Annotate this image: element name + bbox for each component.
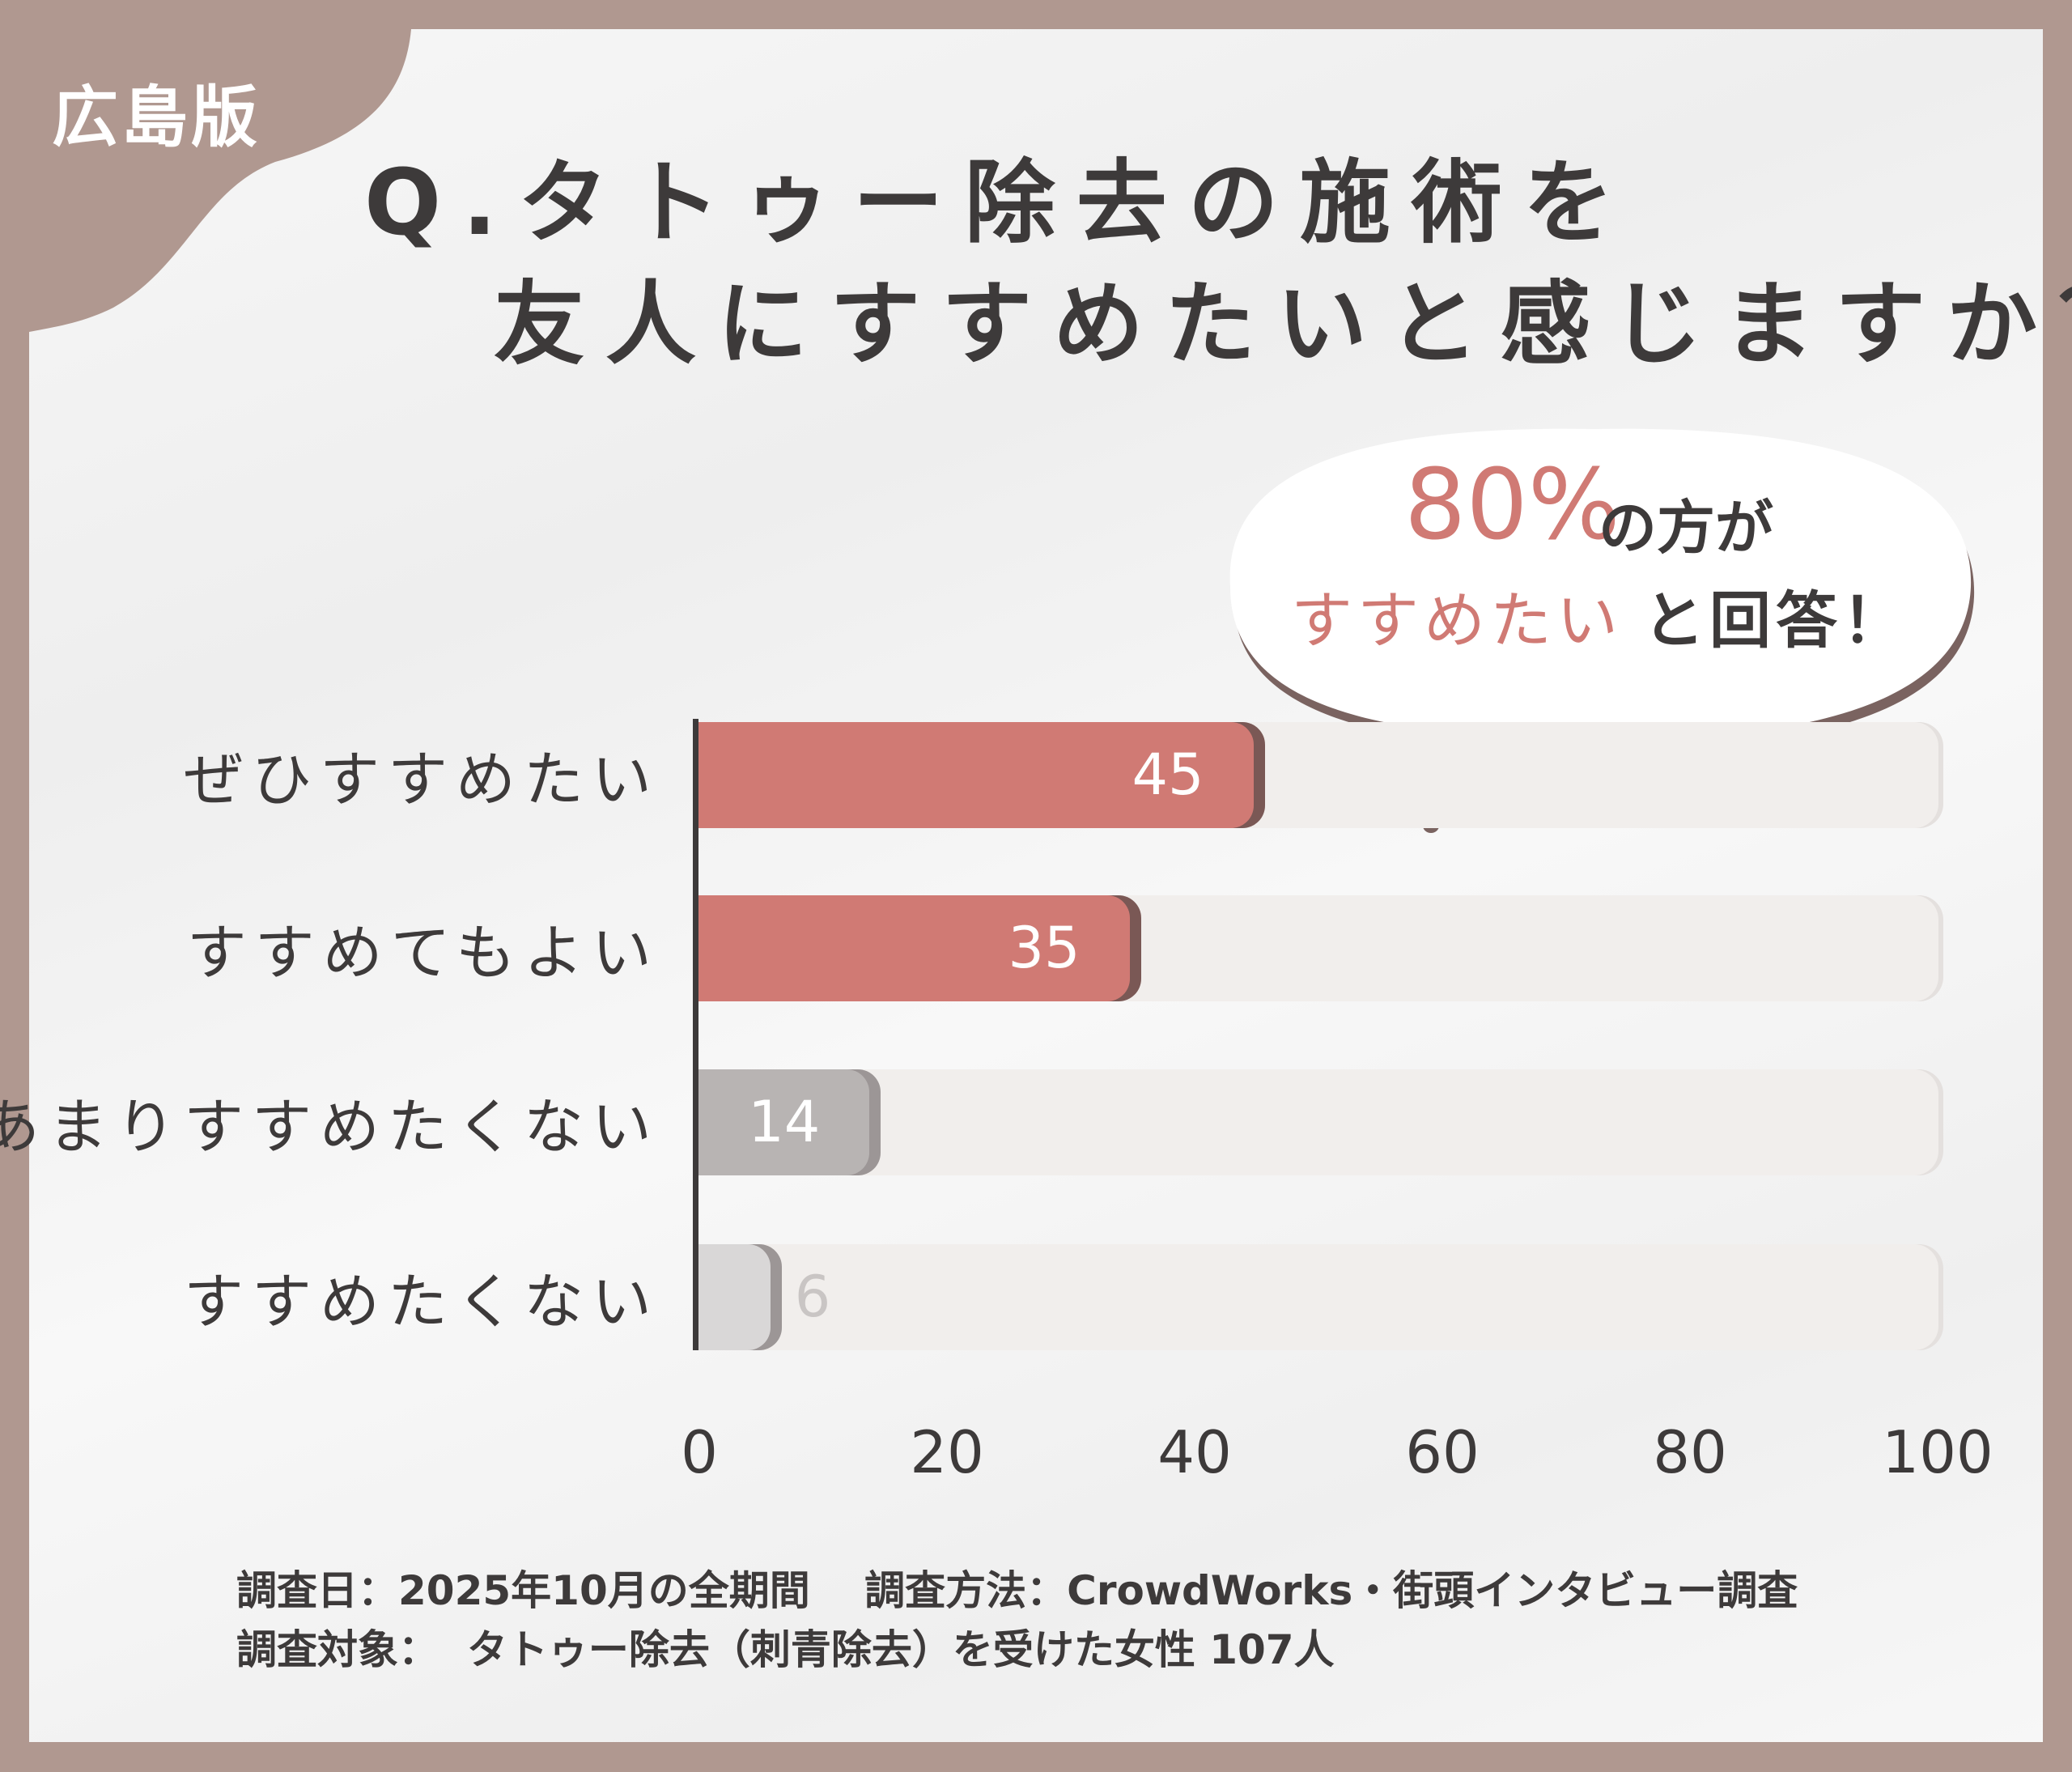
footer-line-2: 調査対象： タトゥー除去（刺青除去）を受けた女性 107人	[236, 1626, 1335, 1673]
callout-accent: すすめたい	[1291, 584, 1623, 657]
bar-track	[696, 1244, 1938, 1350]
title-line-2: 友人にすすめたいと感じますか？	[494, 272, 2072, 377]
category-label: すすめたくない	[184, 1267, 660, 1337]
x-tick-label: 100	[1882, 1418, 1993, 1486]
x-tick-label: 20	[910, 1418, 984, 1486]
y-axis-line	[693, 719, 698, 1350]
category-label: あまりすすめたくない	[0, 1092, 660, 1162]
callout-line2: と回答！	[1643, 584, 1909, 657]
category-label: すすめてもよい	[186, 918, 660, 988]
callout-line1: の方が	[1599, 494, 1774, 562]
title-line-1: Q.タトゥー除去の施術を	[364, 151, 1635, 256]
panel	[29, 29, 2043, 1742]
value-label: 6	[794, 1264, 831, 1330]
bar	[696, 722, 1254, 828]
value-label: 14	[748, 1089, 821, 1155]
x-tick-label: 80	[1653, 1418, 1727, 1486]
badge-shape	[29, 29, 411, 332]
footer-line-1: 調査日：2025年10月の全期間 調査方法：CrowdWorks・街頭インタビュ…	[236, 1567, 1798, 1614]
value-label: 35	[1008, 915, 1081, 981]
speech-bubble-shape	[1229, 428, 1975, 833]
x-tick-label: 0	[681, 1418, 718, 1486]
region-badge: 広島版	[52, 79, 261, 156]
x-tick-label: 60	[1405, 1418, 1480, 1486]
bar-track	[696, 1069, 1938, 1175]
value-label: 45	[1132, 742, 1204, 808]
callout-bubble: 80% の方が すすめたい と回答！	[1206, 417, 1983, 841]
bar	[696, 1069, 870, 1175]
x-tick-label: 40	[1157, 1418, 1232, 1486]
callout-percent: 80%	[1404, 449, 1620, 562]
category-label: ぜひすすめたい	[184, 745, 660, 815]
bar	[696, 895, 1130, 1001]
bar	[696, 1244, 771, 1350]
